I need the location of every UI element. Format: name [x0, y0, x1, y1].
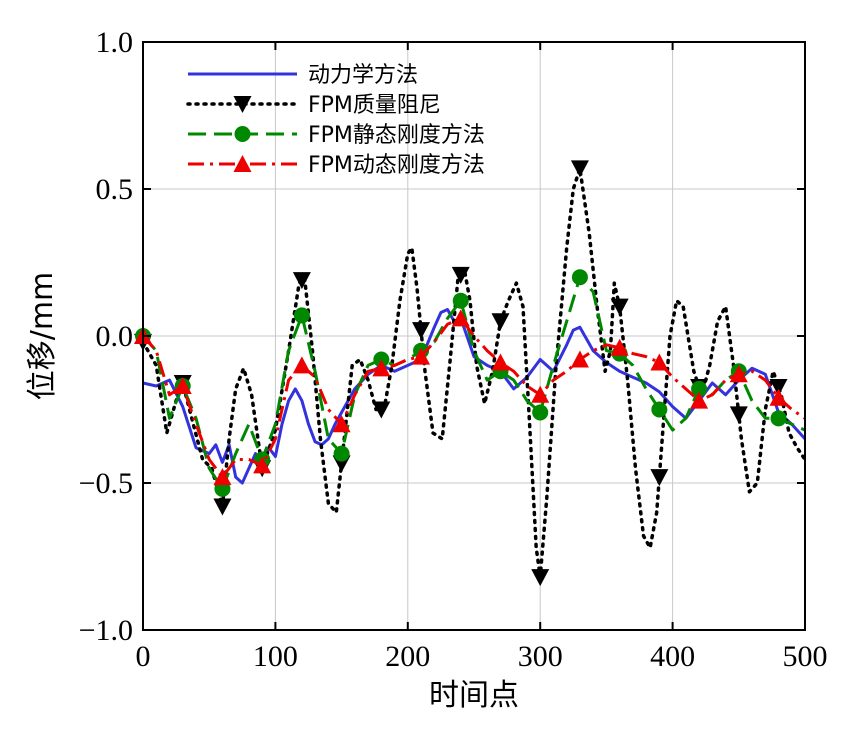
series-4-marker	[491, 353, 510, 371]
y-axis-label: 位移/mm	[25, 272, 60, 401]
series-2-marker	[729, 406, 748, 424]
series-3-marker	[691, 380, 708, 397]
y-tick-label: 0.0	[96, 320, 134, 353]
series-layer	[134, 160, 807, 587]
series-4-marker	[729, 365, 748, 383]
series-4-marker	[451, 309, 470, 327]
series-2-marker	[769, 378, 788, 396]
y-tick-label: 0.5	[96, 173, 134, 206]
series-2-marker	[531, 569, 550, 587]
series-4-marker	[412, 347, 431, 365]
series-4-marker	[769, 388, 788, 406]
series-2-marker	[610, 298, 629, 316]
series-2-marker	[372, 401, 391, 419]
series-2-marker	[292, 272, 311, 290]
series-4-marker	[570, 350, 589, 368]
legend-label-1: 动力学方法	[308, 63, 418, 88]
x-tick-label: 100	[253, 640, 298, 673]
series-line-4	[141, 316, 806, 479]
x-tick-label: 300	[518, 640, 563, 673]
legend: 动力学方法 FPM质量阻尼 FPM静态刚度方法 FPM动态刚度方法	[186, 63, 485, 178]
series-3-marker	[571, 269, 588, 286]
series-3-marker	[293, 307, 310, 324]
series-4-marker	[253, 456, 272, 474]
series-3-marker	[532, 404, 549, 421]
series-3-marker	[452, 292, 469, 309]
series-2-marker	[213, 498, 232, 516]
series-4-marker	[213, 468, 232, 486]
series-4-marker	[292, 356, 311, 374]
series-line-3	[141, 275, 806, 491]
axis-ticks: 0 100 200 300 400 500 1.0 0.5 0.0 −0.5 −1.0	[79, 26, 828, 673]
x-tick-label: 0	[136, 640, 151, 673]
series-3-marker	[651, 401, 668, 418]
series-4-marker	[173, 376, 192, 394]
series-2-marker	[451, 266, 470, 284]
x-tick-label: 400	[650, 640, 695, 673]
series-4-marker	[531, 385, 550, 403]
y-tick-label: 1.0	[96, 26, 134, 59]
x-axis-label: 时间点	[429, 678, 519, 713]
series-line-2	[141, 166, 807, 579]
y-tick-label: −0.5	[79, 467, 133, 500]
legend-marker-2	[233, 96, 252, 113]
series-2-marker	[412, 322, 431, 340]
x-tick-label: 500	[783, 640, 828, 673]
legend-label-2: FPM质量阻尼	[308, 93, 441, 118]
series-4-marker	[372, 359, 391, 377]
y-tick-label: −1.0	[79, 614, 133, 647]
series-4-marker	[690, 391, 709, 409]
series-4-marker	[610, 338, 629, 356]
series-3-marker	[770, 410, 787, 427]
series-4-marker	[332, 415, 351, 433]
series-2-marker	[570, 160, 589, 178]
legend-label-3: FPM静态刚度方法	[308, 123, 485, 148]
series-3-marker	[333, 445, 350, 462]
legend-label-4: FPM动态刚度方法	[308, 153, 485, 178]
series-2-marker	[650, 469, 669, 487]
x-tick-label: 200	[385, 640, 430, 673]
series-2	[134, 160, 807, 587]
series-2-marker	[491, 313, 510, 331]
series-4-marker	[650, 353, 669, 371]
legend-marker-3	[234, 126, 251, 142]
legend-marker-4	[233, 155, 252, 172]
